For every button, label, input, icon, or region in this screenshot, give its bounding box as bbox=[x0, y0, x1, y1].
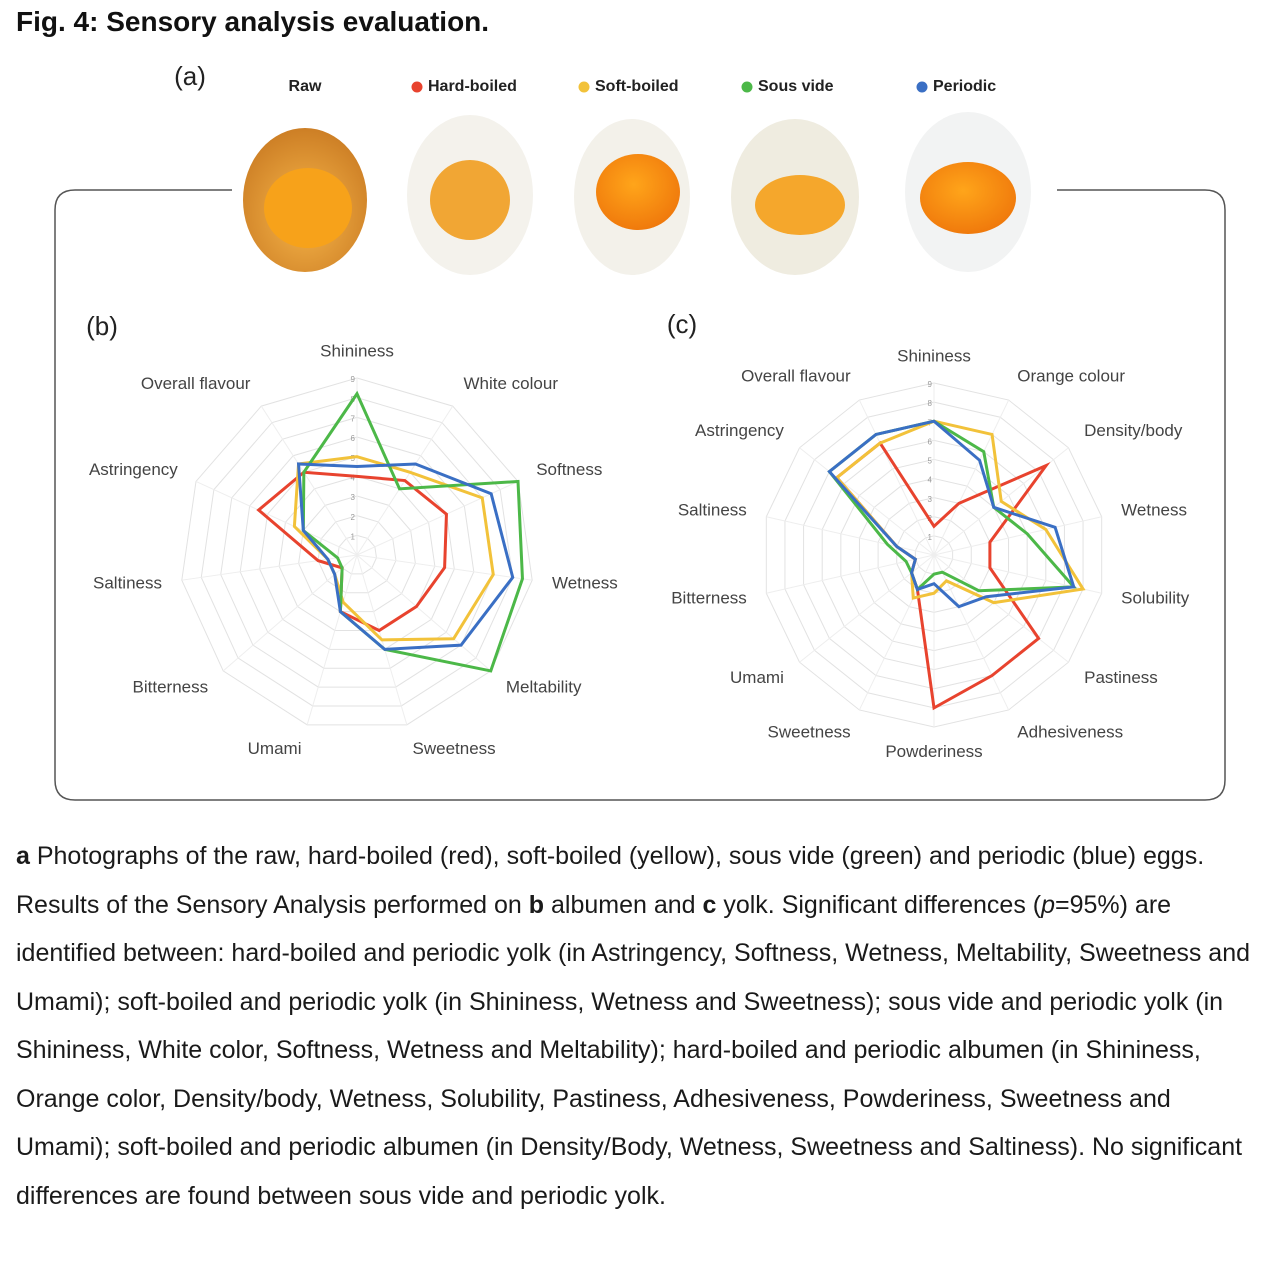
legend-label: Periodic bbox=[933, 78, 996, 95]
axis-label: Density/body bbox=[1084, 421, 1183, 440]
axis-label: Wetness bbox=[1121, 500, 1187, 519]
spoke bbox=[933, 516, 1102, 556]
caption-text: p bbox=[1041, 890, 1056, 919]
axis-label: Wetness bbox=[552, 573, 618, 592]
r-tick-label: 6 bbox=[351, 434, 356, 443]
frame bbox=[54, 189, 1226, 801]
axis-label: Orange colour bbox=[1017, 366, 1125, 385]
legend-dot bbox=[411, 81, 423, 93]
grid-ring bbox=[200, 397, 514, 707]
axis-label: Overall flavour bbox=[741, 366, 851, 385]
r-tick-label: 4 bbox=[928, 476, 933, 485]
panel-label: (c) bbox=[667, 309, 697, 339]
yolk bbox=[596, 154, 680, 230]
axis-label: Softness bbox=[536, 460, 602, 479]
grid-ring bbox=[317, 515, 397, 594]
axis-label: Sweetness bbox=[768, 723, 851, 742]
caption-text: a bbox=[16, 842, 30, 870]
spoke bbox=[306, 554, 358, 725]
yolk bbox=[264, 168, 352, 248]
spoke bbox=[858, 399, 935, 556]
caption-text: c bbox=[702, 890, 717, 919]
axis-label: Shininess bbox=[897, 347, 971, 366]
spoke bbox=[766, 554, 935, 594]
r-tick-label: 1 bbox=[351, 532, 356, 541]
caption-text: albumen and bbox=[544, 890, 703, 919]
radar-line bbox=[827, 419, 1077, 593]
radar-line bbox=[256, 470, 448, 633]
r-tick-label: 5 bbox=[928, 457, 933, 466]
caption-text: =95%) are identified between: hard-boile… bbox=[16, 890, 1251, 1210]
radar-line bbox=[301, 390, 524, 673]
legend-label: Soft-boiled bbox=[595, 78, 679, 95]
grid-ring bbox=[259, 456, 455, 650]
axis-label: Astringency bbox=[89, 460, 178, 479]
r-tick-label: 3 bbox=[351, 493, 356, 502]
axis-label: Bitterness bbox=[671, 588, 747, 607]
radar-line bbox=[296, 462, 515, 651]
axis-label: Overall flavour bbox=[141, 374, 251, 393]
caption-text: b bbox=[528, 890, 545, 919]
radar-line bbox=[292, 455, 495, 642]
figure: (a) Raw Hard-boiled Soft-boiled Sous vide P… bbox=[54, 61, 1226, 801]
axis-label: Umami bbox=[248, 739, 302, 758]
axis-label: Saltiness bbox=[93, 573, 162, 592]
axis-label: Shininess bbox=[320, 342, 394, 361]
r-tick-label: 3 bbox=[928, 495, 933, 504]
spoke bbox=[260, 405, 358, 556]
axis-label: White colour bbox=[464, 374, 559, 393]
legend: Hard-boiled Soft-boiled Sous vide Periodic bbox=[411, 78, 996, 95]
grid-ring bbox=[278, 475, 436, 631]
axis-label: Sweetness bbox=[413, 739, 496, 758]
axis-label: Pastiness bbox=[1084, 668, 1158, 687]
grid-ring bbox=[239, 436, 475, 669]
yolk bbox=[920, 162, 1016, 234]
photo-label: Raw bbox=[289, 78, 322, 95]
figure-title: Fig. 4: Sensory analysis evaluation. bbox=[16, 6, 490, 37]
caption-text: yolk. Significant differences ( bbox=[716, 890, 1042, 919]
r-tick-label: 7 bbox=[351, 414, 356, 423]
r-tick-label: 9 bbox=[928, 380, 933, 389]
legend-dot bbox=[741, 81, 753, 93]
spoke bbox=[933, 399, 1010, 556]
caption: a Photographs of the raw, hard-boiled (r… bbox=[16, 832, 1256, 1220]
r-tick-label: 6 bbox=[928, 437, 933, 446]
axis-label: Meltability bbox=[506, 677, 582, 696]
legend-label: Hard-boiled bbox=[428, 78, 517, 95]
axis-label: Powderiness bbox=[885, 742, 982, 761]
spoke bbox=[195, 481, 358, 556]
grid-ring bbox=[181, 377, 533, 726]
spoke bbox=[356, 554, 492, 672]
axis-label: Solubility bbox=[1121, 588, 1190, 607]
r-tick-label: 2 bbox=[351, 513, 356, 522]
egg-photos bbox=[243, 112, 1031, 275]
spoke bbox=[766, 516, 935, 556]
r-tick-label: 9 bbox=[351, 375, 356, 384]
axis-label: Saltiness bbox=[678, 500, 747, 519]
panel-label: (a) bbox=[174, 61, 206, 91]
charts: (b) 1 2 3 4 5 6 7 8 9 Shininess White colour Softnes… bbox=[86, 309, 1190, 761]
radar-line bbox=[827, 419, 1076, 609]
panel-label: (b) bbox=[86, 311, 118, 341]
axis-label: Bitterness bbox=[133, 677, 209, 696]
r-tick-label: 4 bbox=[351, 473, 356, 482]
r-tick-label: 1 bbox=[928, 533, 933, 542]
axis-label: Astringency bbox=[695, 421, 784, 440]
legend-dot bbox=[578, 81, 590, 93]
spoke bbox=[858, 554, 935, 711]
axis-label: Umami bbox=[730, 668, 784, 687]
legend-dot bbox=[916, 81, 928, 93]
yolk bbox=[430, 160, 510, 240]
grid-ring bbox=[298, 495, 416, 613]
r-tick-label: 8 bbox=[928, 399, 933, 408]
spoke bbox=[799, 447, 935, 556]
legend-label: Sous vide bbox=[758, 78, 834, 95]
spoke bbox=[933, 554, 1069, 663]
caption-text: Photographs of the raw, hard-boiled (red… bbox=[16, 842, 1205, 919]
spoke bbox=[222, 554, 358, 672]
yolk bbox=[755, 175, 845, 235]
grid-ring bbox=[337, 534, 377, 575]
axis-label: Adhesiveness bbox=[1017, 723, 1123, 742]
